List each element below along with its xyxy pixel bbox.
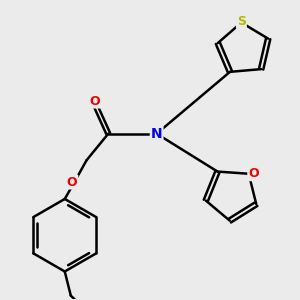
Text: S: S: [237, 15, 246, 28]
Text: O: O: [90, 94, 100, 107]
Text: N: N: [151, 127, 163, 141]
Text: O: O: [67, 176, 77, 188]
Text: O: O: [248, 167, 259, 180]
